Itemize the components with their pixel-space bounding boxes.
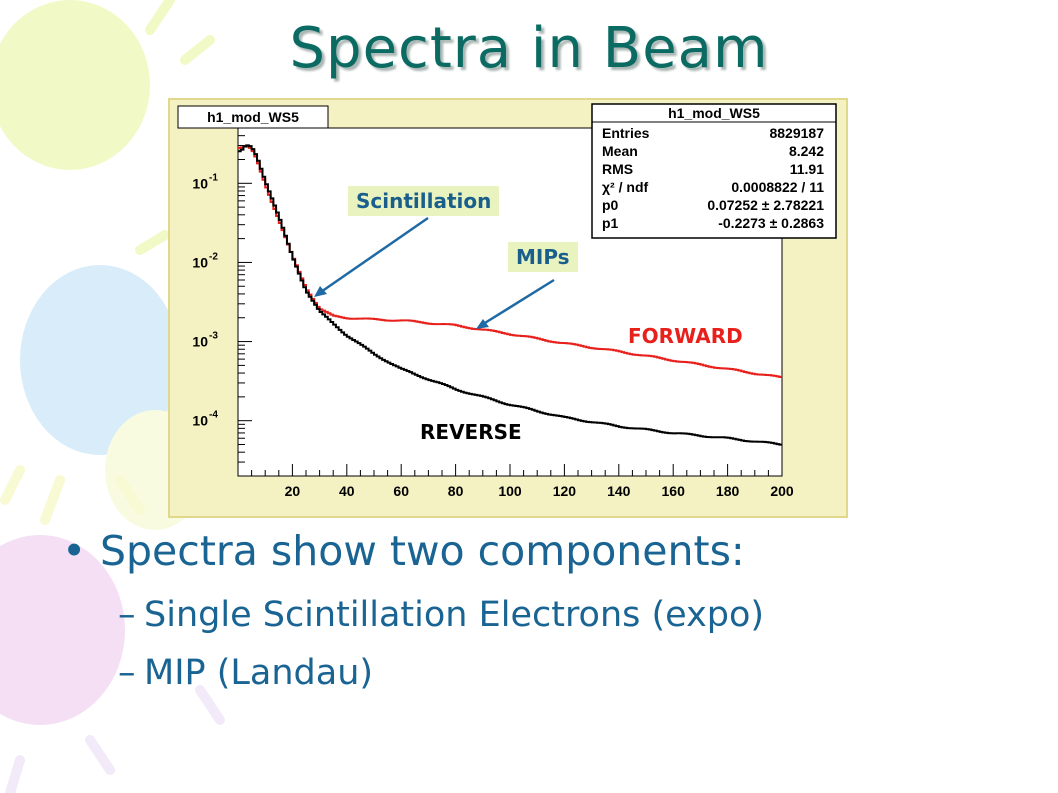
stats-value: 8829187 bbox=[769, 125, 824, 141]
bullet-text: Spectra show two components: bbox=[100, 527, 745, 575]
scintillation-label: Scintillation bbox=[348, 186, 500, 216]
stats-label: Mean bbox=[602, 143, 638, 159]
stats-label: p1 bbox=[602, 215, 619, 231]
x-tick-label: 160 bbox=[662, 483, 686, 499]
series-reverse bbox=[238, 144, 782, 446]
x-tick-label: 20 bbox=[285, 483, 301, 499]
histogram-figure: h1_mod_WS5 h1_mod_WS5 Entries 8829187 Mean… bbox=[168, 98, 848, 518]
x-tick-label: 120 bbox=[553, 483, 577, 499]
y-tick-exponent: -3 bbox=[209, 331, 218, 342]
x-tick-label: 140 bbox=[607, 483, 631, 499]
y-tick-label: 10 bbox=[192, 254, 208, 270]
sub-bullet-2: – MIP (Landau) bbox=[118, 653, 373, 693]
stats-label: Entries bbox=[602, 125, 650, 141]
stats-value: 11.91 bbox=[790, 161, 824, 177]
x-tick-label: 200 bbox=[770, 483, 794, 499]
mips-arrow bbox=[479, 278, 555, 328]
x-tick-label: 100 bbox=[498, 483, 522, 499]
sub-bullet-marker: – bbox=[118, 595, 136, 635]
stats-label: χ² / ndf bbox=[602, 179, 648, 195]
sub-bullet-text: MIP (Landau) bbox=[144, 653, 374, 693]
histogram-plot: h1_mod_WS5 h1_mod_WS5 Entries 8829187 Mean… bbox=[177, 103, 837, 499]
hist-title: h1_mod_WS5 bbox=[207, 109, 299, 125]
sub-bullet-1: – Single Scintillation Electrons (expo) bbox=[118, 595, 764, 635]
x-tick-label: 60 bbox=[393, 483, 409, 499]
scintillation-arrow-head bbox=[314, 286, 327, 297]
y-tick-exponent: -1 bbox=[209, 172, 218, 183]
stats-value: 8.242 bbox=[789, 143, 824, 159]
stats-value: -0.2273 ± 0.2863 bbox=[718, 215, 824, 231]
axes: 20 40 60 80 100 120 140 160 180 20010-110-210-310… bbox=[192, 127, 794, 499]
hist-title-box bbox=[177, 105, 329, 129]
y-tick-exponent: -2 bbox=[209, 251, 218, 262]
mips-label: MIPs bbox=[508, 242, 578, 272]
y-tick-label: 10 bbox=[192, 334, 208, 350]
y-tick-label: 10 bbox=[192, 413, 208, 429]
scintillation-arrow bbox=[317, 216, 429, 296]
series-forward bbox=[238, 145, 782, 379]
sub-bullet-text: Single Scintillation Electrons (expo) bbox=[144, 595, 765, 635]
x-tick-label: 40 bbox=[339, 483, 355, 499]
stats-title: h1_mod_WS5 bbox=[668, 105, 760, 121]
y-tick-exponent: -4 bbox=[209, 410, 218, 421]
series-group bbox=[238, 144, 782, 446]
mips-arrow-head bbox=[476, 319, 489, 329]
sub-bullet-marker: – bbox=[118, 653, 136, 693]
x-tick-label: 80 bbox=[448, 483, 464, 499]
stats-label: p0 bbox=[602, 197, 619, 213]
reverse-label: REVERSE bbox=[420, 420, 522, 444]
x-tick-label: 180 bbox=[716, 483, 740, 499]
stats-value: 0.07252 ± 2.78221 bbox=[707, 197, 824, 213]
slide-title: Spectra in Beam bbox=[289, 16, 769, 81]
y-tick-label: 10 bbox=[192, 175, 208, 191]
stats-value: 0.0008822 / 11 bbox=[731, 179, 824, 195]
bullet-main: • Spectra show two components: bbox=[62, 527, 745, 575]
stats-box: h1_mod_WS5 Entries 8829187 Mean 8.242 RMS 11.… bbox=[591, 103, 837, 239]
stats-label: RMS bbox=[602, 161, 633, 177]
bullet-marker: • bbox=[62, 527, 87, 575]
forward-label: FORWARD bbox=[628, 324, 743, 348]
